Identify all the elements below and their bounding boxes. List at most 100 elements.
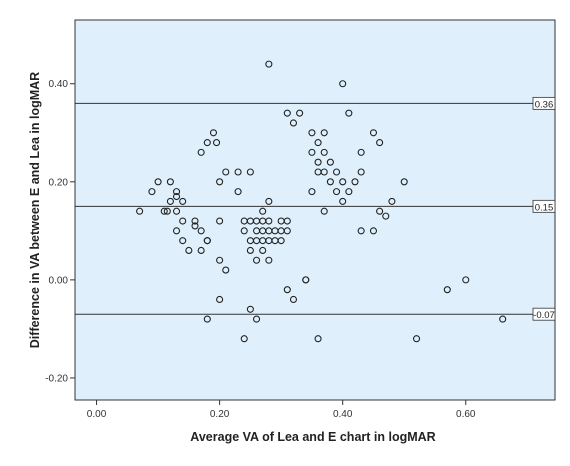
data-point (246, 168, 254, 176)
y-tick-label: 0.20 (49, 177, 69, 188)
data-point (388, 197, 396, 205)
x-tick-label: 0.60 (456, 409, 476, 420)
data-point (259, 207, 267, 215)
x-tick-label: 0.20 (210, 409, 230, 420)
data-point (308, 148, 316, 156)
data-point (265, 217, 273, 225)
data-point (163, 207, 171, 215)
data-point (197, 246, 205, 255)
data-point (246, 246, 254, 255)
data-point (234, 168, 242, 176)
data-point (160, 207, 168, 215)
data-point (252, 256, 261, 264)
data-point (197, 227, 205, 235)
data-point (382, 212, 390, 220)
data-point (191, 217, 199, 225)
data-point (265, 256, 273, 264)
data-point (357, 148, 365, 156)
data-point (283, 217, 291, 225)
reference-label: 0.15 (535, 202, 554, 213)
data-point (240, 335, 248, 343)
data-point (369, 227, 378, 235)
x-axis-label: Average VA of Lea and E chart in logMAR (190, 430, 435, 444)
y-tick-label: 0.00 (49, 275, 69, 286)
data-point (216, 217, 224, 225)
data-points (136, 60, 507, 343)
data-point (339, 80, 347, 88)
data-point (216, 295, 224, 304)
data-point (191, 222, 199, 230)
data-point (197, 148, 205, 156)
data-point (339, 197, 347, 205)
y-tick-label: -0.20 (45, 373, 68, 384)
reference-label: 0.36 (535, 99, 554, 110)
data-point (320, 129, 328, 137)
data-point (320, 148, 328, 156)
data-point (289, 295, 298, 304)
data-point (499, 315, 507, 323)
data-point (376, 207, 384, 215)
data-point (326, 178, 334, 186)
data-point (412, 335, 421, 343)
data-point (172, 207, 181, 215)
data-point (302, 276, 310, 284)
data-point (216, 256, 224, 264)
data-point (203, 315, 211, 323)
data-point (216, 178, 224, 186)
data-point (289, 119, 298, 127)
data-point (345, 188, 353, 196)
data-point (296, 109, 304, 117)
data-point (283, 227, 291, 235)
reference-label-box (532, 307, 556, 321)
data-point (332, 168, 341, 176)
data-point (148, 188, 156, 196)
data-point (369, 129, 378, 137)
data-point (351, 178, 359, 186)
data-point (314, 158, 322, 166)
data-point (209, 129, 218, 137)
data-point (400, 178, 408, 186)
x-axis: 0.00 0.20 0.40 0.60 (87, 400, 476, 420)
data-point (357, 168, 365, 176)
data-point (136, 207, 144, 215)
data-point (222, 168, 230, 176)
plot-background (74, 19, 556, 401)
data-point (222, 266, 230, 274)
data-point (345, 109, 353, 117)
data-point (320, 207, 328, 215)
data-point (339, 178, 347, 186)
x-tick-label: 0.00 (87, 409, 107, 420)
data-point (179, 197, 187, 205)
data-point (376, 139, 384, 147)
y-tick-label: 0.40 (49, 79, 69, 90)
y-axis: -0.20 0.00 0.20 0.40 (45, 79, 75, 384)
y-axis-label: Difference in VA between E and Lea in lo… (28, 72, 42, 348)
reference-label-box (532, 199, 556, 213)
data-point (265, 60, 273, 68)
data-point (320, 168, 328, 176)
data-point (252, 315, 261, 323)
data-point (154, 178, 162, 186)
data-point (326, 158, 334, 166)
data-point (212, 139, 221, 147)
data-point (240, 227, 248, 235)
data-point (166, 197, 174, 205)
data-point (203, 139, 211, 147)
data-point (462, 276, 470, 284)
data-point (314, 139, 322, 147)
data-point (357, 227, 365, 235)
data-point (172, 188, 181, 196)
data-point (443, 286, 451, 294)
data-point (172, 192, 181, 201)
data-point (332, 188, 341, 196)
reference-label-box (532, 96, 556, 110)
reference-lines: 0.36 0.15 -0.07 (75, 96, 556, 321)
data-point (172, 227, 181, 235)
data-point (185, 246, 193, 255)
x-tick-label: 0.40 (333, 409, 353, 420)
data-point (308, 129, 316, 137)
reference-label: -0.07 (533, 310, 555, 321)
data-point (179, 237, 187, 245)
